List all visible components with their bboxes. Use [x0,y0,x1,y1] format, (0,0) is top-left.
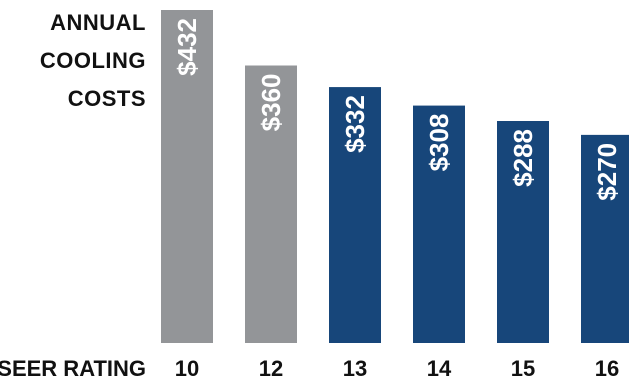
y-axis-title-line-2: COOLING [40,48,146,73]
x-axis-title: SEER RATING [0,356,146,381]
x-tick-label: 15 [511,356,535,381]
bar-seer-13 [329,87,381,343]
y-axis-title-line-1: ANNUAL [50,10,146,35]
bar-value-label: $308 [424,114,454,172]
bar-seer-14 [413,105,465,343]
bar-seer-15 [497,121,549,343]
bar-value-label: $288 [508,129,538,187]
bar-value-label: $332 [340,95,370,153]
y-axis-title: ANNUAL COOLING COSTS [40,10,146,111]
bar-value-label: $270 [592,143,622,201]
bar-value-label: $360 [256,74,286,132]
bar-seer-12 [245,65,297,343]
bar-seer-10 [161,10,213,343]
y-axis-title-line-3: COSTS [68,86,146,111]
bar-value-label: $432 [172,18,202,76]
x-tick-label: 12 [259,356,283,381]
x-tick-label: 16 [595,356,619,381]
x-tick-label: 14 [427,356,452,381]
x-tick-label: 10 [175,356,199,381]
x-tick-label: 13 [343,356,367,381]
bar-series: $432 $360 $332 $308 $288 $270 [161,10,629,343]
x-axis-ticks: 10 12 13 14 15 16 [175,356,619,381]
bar-seer-16 [581,134,629,343]
